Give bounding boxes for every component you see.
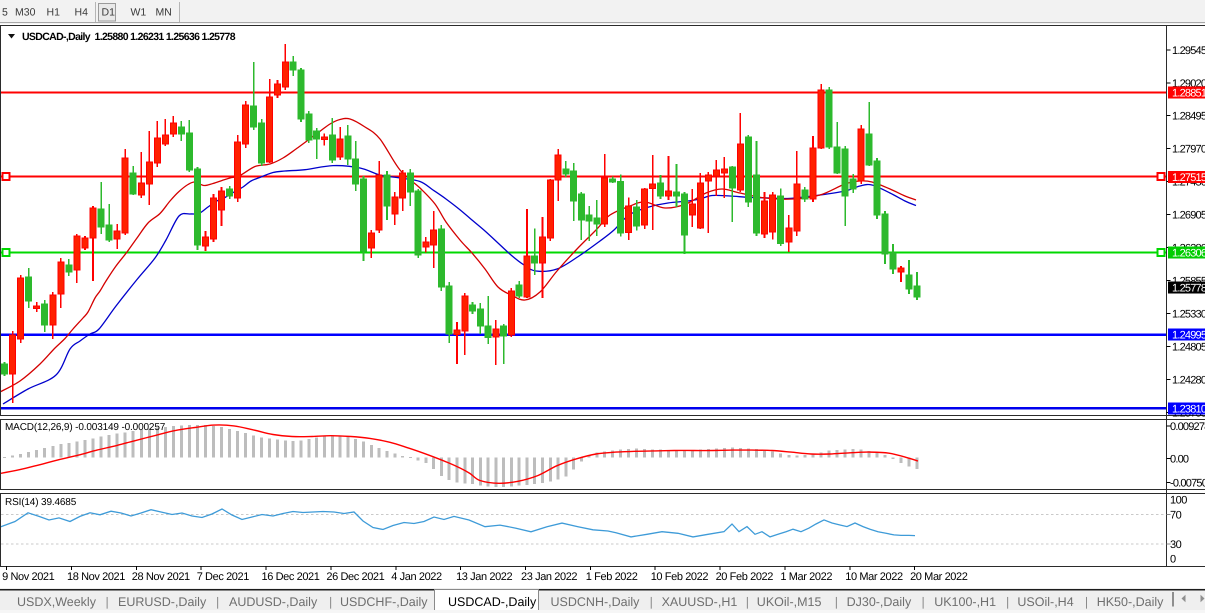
svg-text:USDX,Weekly: USDX,Weekly [17,595,97,609]
svg-text:|: | [650,595,653,609]
svg-text:16 Dec 2021: 16 Dec 2021 [262,571,320,583]
svg-text:1.25330: 1.25330 [1172,309,1205,321]
svg-text:1.24280: 1.24280 [1172,375,1205,387]
svg-text:|: | [329,595,332,609]
svg-text:26 Dec 2021: 26 Dec 2021 [326,571,384,583]
svg-text:1.25778: 1.25778 [1172,283,1205,295]
svg-text:0.00: 0.00 [1170,453,1189,465]
svg-text:RSI(14) 39.4685: RSI(14) 39.4685 [5,497,77,508]
svg-text:23 Jan 2022: 23 Jan 2022 [521,571,577,583]
svg-text:USDCNH-,Daily: USDCNH-,Daily [551,595,641,609]
svg-text:|: | [1006,595,1009,609]
svg-text:5: 5 [2,7,8,19]
svg-text:0.009278: 0.009278 [1170,421,1205,433]
svg-text:28 Nov 2021: 28 Nov 2021 [132,571,190,583]
svg-text:1.29545: 1.29545 [1172,45,1205,57]
svg-text:1 Feb 2022: 1 Feb 2022 [586,571,638,583]
svg-text:MN: MN [156,7,172,19]
svg-text:|: | [835,595,838,609]
svg-text:18 Nov 2021: 18 Nov 2021 [67,571,125,583]
svg-text:USOil-,H4: USOil-,H4 [1017,595,1073,609]
svg-text:|: | [1085,595,1088,609]
svg-text:1.27515: 1.27515 [1172,172,1205,184]
svg-text:1.28851: 1.28851 [1172,88,1205,100]
svg-text:|: | [746,595,749,609]
svg-text:1.28495: 1.28495 [1172,111,1205,123]
svg-text:USDCAD-,Daily: USDCAD-,Daily [448,595,537,609]
svg-text:USDCHF-,Daily: USDCHF-,Daily [340,595,428,609]
svg-text:H1: H1 [47,7,61,19]
svg-text:10 Feb 2022: 10 Feb 2022 [651,571,709,583]
svg-text:M30: M30 [15,7,36,19]
svg-text:|: | [106,595,109,609]
svg-text:AUDUSD-,Daily: AUDUSD-,Daily [229,595,318,609]
svg-text:W1: W1 [131,7,147,19]
svg-text:1.23810: 1.23810 [1172,404,1205,416]
svg-text:1.24805: 1.24805 [1172,342,1205,354]
svg-text:0: 0 [1170,553,1176,565]
svg-text:4 Jan 2022: 4 Jan 2022 [391,571,442,583]
svg-text:20 Mar 2022: 20 Mar 2022 [910,571,968,583]
svg-text:USDCAD-,Daily 1.25880 1.26231: USDCAD-,Daily 1.25880 1.26231 1.25636 1.… [22,31,236,43]
svg-text:20 Feb 2022: 20 Feb 2022 [716,571,774,583]
svg-text:9 Nov 2021: 9 Nov 2021 [2,571,55,583]
svg-text:1.26306: 1.26306 [1172,248,1205,260]
svg-text:100: 100 [1170,495,1187,507]
svg-text:H4: H4 [75,7,89,19]
svg-text:UKOil-,M15: UKOil-,M15 [757,595,822,609]
svg-text:EURUSD-,Daily: EURUSD-,Daily [118,595,207,609]
svg-text:7 Dec 2021: 7 Dec 2021 [197,571,250,583]
svg-text:10 Mar 2022: 10 Mar 2022 [845,571,903,583]
svg-text:D1: D1 [102,7,116,19]
svg-text:1.24995: 1.24995 [1172,330,1205,342]
svg-text:|: | [216,595,219,609]
svg-text:1.26905: 1.26905 [1172,210,1205,222]
svg-text:1.27970: 1.27970 [1172,144,1205,156]
svg-text:XAUUSD-,H1: XAUUSD-,H1 [662,595,738,609]
svg-text:-0.00750: -0.00750 [1170,478,1205,490]
svg-text:1 Mar 2022: 1 Mar 2022 [780,571,832,583]
svg-text:HK50-,Daily: HK50-,Daily [1097,595,1164,609]
svg-text:30: 30 [1170,539,1182,551]
svg-text:13 Jan 2022: 13 Jan 2022 [456,571,512,583]
svg-text:|: | [922,595,925,609]
svg-text:70: 70 [1170,510,1182,522]
svg-text:DJ30-,Daily: DJ30-,Daily [847,595,912,609]
svg-text:MACD(12,26,9) -0.003149 -0.000: MACD(12,26,9) -0.003149 -0.000257 [5,422,166,433]
svg-text:UK100-,H1: UK100-,H1 [934,595,996,609]
